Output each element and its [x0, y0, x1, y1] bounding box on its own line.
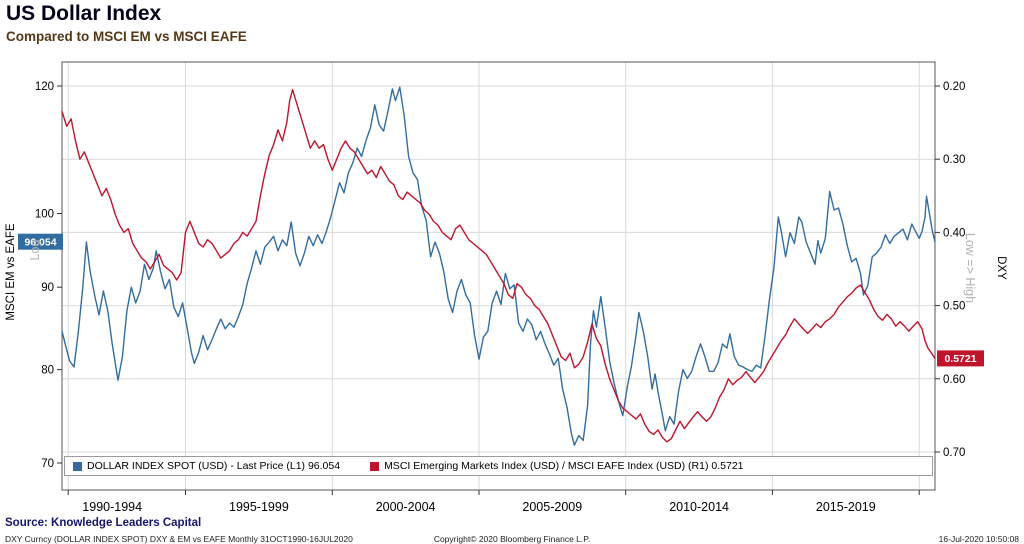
svg-text:0.40: 0.40: [943, 227, 965, 239]
fineprint-timestamp: 16-Jul-2020 10:50:08: [938, 534, 1019, 544]
svg-text:0.30: 0.30: [943, 154, 965, 166]
svg-text:80: 80: [41, 365, 54, 377]
svg-text:70: 70: [41, 458, 54, 470]
svg-text:90: 90: [41, 282, 54, 294]
svg-text:100: 100: [35, 209, 54, 221]
legend-item-em-eafe-ratio: MSCI Emerging Markets Index (USD) / MSCI…: [370, 460, 744, 472]
source-credit: Source: Knowledge Leaders Capital: [5, 517, 202, 529]
svg-text:0.50: 0.50: [943, 301, 965, 313]
page-title: US Dollar Index: [6, 2, 162, 25]
svg-text:96.054: 96.054: [24, 237, 56, 249]
svg-text:2000-2004: 2000-2004: [376, 500, 436, 514]
left-axis-title: MSCI EM vs EAFE: [5, 223, 17, 321]
page-subtitle: Compared to MSCI EM vs MSCI EAFE: [6, 29, 247, 44]
chart-legend: DOLLAR INDEX SPOT (USD) - Last Price (L1…: [64, 456, 933, 476]
right-axis-scale-note: Low => High: [963, 232, 977, 304]
fineprint-ticker: DXY Curncy (DOLLAR INDEX SPOT) DXY & EM …: [5, 534, 353, 544]
right-axis-title: DXY: [995, 256, 1007, 280]
legend-item-dollar-index: DOLLAR INDEX SPOT (USD) - Last Price (L1…: [73, 460, 340, 472]
svg-text:120: 120: [35, 81, 54, 93]
svg-text:1995-1999: 1995-1999: [229, 500, 289, 514]
legend-swatch-blue-icon: [73, 461, 82, 471]
fineprint-copyright: Copyright© 2020 Bloomberg Finance L.P.: [433, 534, 591, 544]
svg-text:2005-2009: 2005-2009: [522, 500, 582, 514]
left-axis-scale-note: Log: [28, 239, 42, 261]
svg-text:2015-2019: 2015-2019: [816, 500, 876, 514]
svg-text:0.5721: 0.5721: [944, 353, 976, 365]
svg-text:0.70: 0.70: [943, 447, 965, 459]
legend-label-dollar-index: DOLLAR INDEX SPOT (USD) - Last Price (L1…: [87, 460, 341, 472]
legend-label-em-eafe-ratio: MSCI Emerging Markets Index (USD) / MSCI…: [384, 460, 744, 472]
svg-text:1990-1994: 1990-1994: [82, 500, 142, 514]
svg-text:0.60: 0.60: [943, 374, 965, 386]
legend-swatch-red-icon: [370, 461, 380, 471]
svg-text:2010-2014: 2010-2014: [669, 500, 729, 514]
svg-text:0.20: 0.20: [943, 81, 965, 93]
